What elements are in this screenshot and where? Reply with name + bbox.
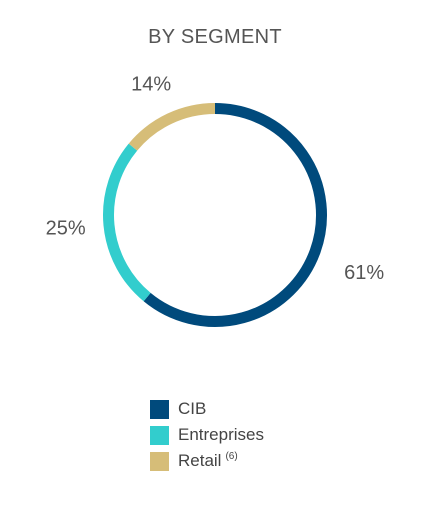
legend-swatch <box>150 425 169 445</box>
slice-label-cib: 61% <box>344 262 384 284</box>
donut-slice-cib <box>143 103 327 327</box>
donut-chart: 61% 25% 14% <box>46 74 384 327</box>
legend-item-cib: CIB <box>150 396 264 422</box>
legend-item-entreprises: Entreprises <box>150 422 264 448</box>
chart-title: BY SEGMENT <box>148 26 282 48</box>
legend-swatch <box>150 451 169 471</box>
chart-legend: CIB Entreprises Retail (6) <box>150 396 264 474</box>
slice-label-entreprises: 25% <box>46 217 86 239</box>
legend-label: Entreprises <box>178 425 264 444</box>
slice-label-retail: 14% <box>131 74 171 96</box>
legend-footnote: (6) <box>225 451 238 463</box>
donut-slice-retail <box>128 103 216 151</box>
legend-swatch <box>150 399 169 419</box>
donut-slice-entreprises <box>103 143 151 302</box>
legend-label: CIB <box>178 399 207 418</box>
legend-label: Retail (6) <box>178 451 238 470</box>
legend-item-retail: Retail (6) <box>150 448 264 474</box>
